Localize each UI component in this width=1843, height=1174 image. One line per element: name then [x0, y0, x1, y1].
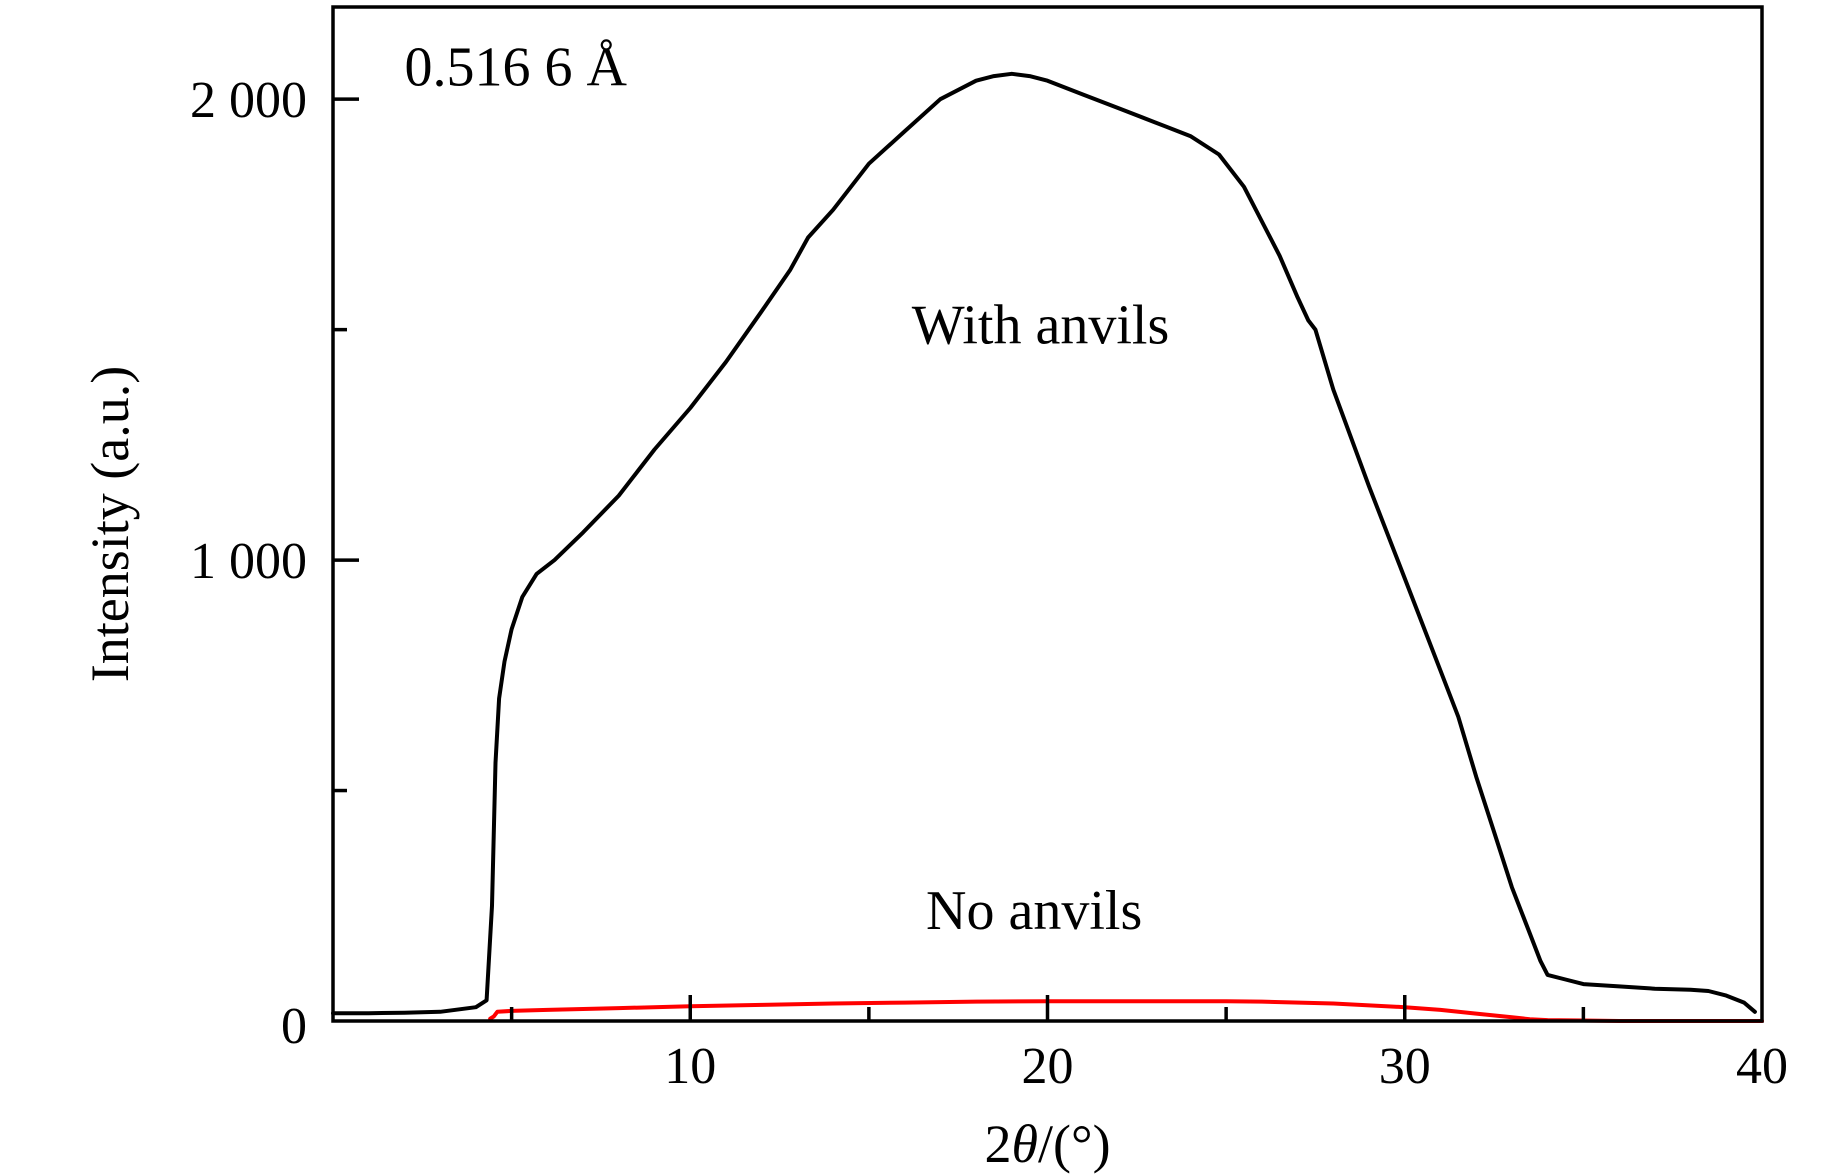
y-tick-label: 0 — [281, 998, 307, 1055]
axis-ticks — [333, 97, 1586, 1021]
x-tick-label: 40 — [1736, 1038, 1788, 1095]
x-tick-label: 10 — [664, 1038, 716, 1095]
annotation-label: No anvils — [926, 880, 1142, 942]
y-axis-title: Intensity (a.u.) — [80, 366, 140, 682]
series-line-1 — [331, 71, 1757, 1016]
axis-tick-labels: 10 20 30 40 0 1 000 2 000 — [190, 72, 1788, 1095]
y-tick-label: 1 000 — [190, 533, 307, 590]
plot-frame — [331, 5, 1764, 1023]
y-tick-label: 2 000 — [190, 72, 307, 129]
x-axis-title: 2θ/(°) — [984, 1114, 1110, 1174]
x-tick-label: 20 — [1022, 1038, 1074, 1095]
annotation-label: With anvils — [912, 294, 1170, 356]
annotation-label: 0.516 6 Å — [404, 36, 627, 98]
annotations: 0.516 6 Å With anvils No anvils — [404, 36, 1169, 941]
x-tick-label: 30 — [1379, 1038, 1431, 1095]
series-line-2 — [488, 999, 1764, 1023]
